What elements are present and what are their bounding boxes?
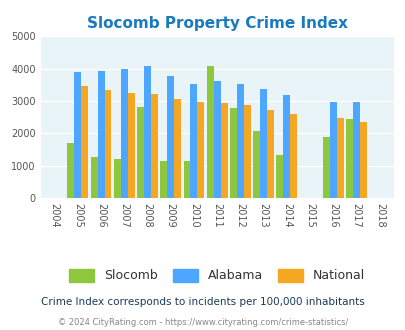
Bar (137, 108, 144, 198)
Bar (128, 93, 134, 198)
Bar (81, 86, 88, 198)
Bar (74, 72, 81, 198)
Text: © 2024 CityRating.com - https://www.cityrating.com/crime-statistics/: © 2024 CityRating.com - https://www.city… (58, 318, 347, 327)
Legend: Slocomb, Alabama, National: Slocomb, Alabama, National (63, 262, 371, 289)
Bar (167, 77, 174, 198)
Bar (213, 81, 220, 198)
Bar (206, 66, 213, 198)
Bar (290, 114, 296, 198)
Bar (220, 103, 227, 198)
Bar (260, 89, 266, 198)
Title: Slocomb Property Crime Index: Slocomb Property Crime Index (87, 16, 347, 31)
Bar (197, 102, 204, 198)
Bar (266, 110, 273, 198)
Bar (97, 71, 104, 198)
Bar (67, 143, 74, 198)
Bar (104, 90, 111, 198)
Bar (329, 102, 336, 198)
Bar (190, 84, 197, 198)
Bar (283, 95, 290, 198)
Bar (144, 66, 151, 198)
Bar (322, 137, 329, 198)
Bar (243, 105, 250, 198)
Bar (113, 158, 120, 198)
Bar (345, 119, 352, 198)
Bar (229, 108, 237, 198)
Bar (90, 157, 97, 198)
Bar (120, 69, 128, 198)
Bar (174, 99, 181, 198)
Bar (160, 161, 167, 198)
Bar (359, 122, 366, 198)
Bar (237, 84, 243, 198)
Bar (253, 131, 260, 198)
Bar (151, 94, 158, 198)
Bar (352, 102, 359, 198)
Bar (336, 118, 343, 198)
Text: Crime Index corresponds to incidents per 100,000 inhabitants: Crime Index corresponds to incidents per… (41, 297, 364, 307)
Bar (183, 161, 190, 198)
Bar (276, 155, 283, 198)
